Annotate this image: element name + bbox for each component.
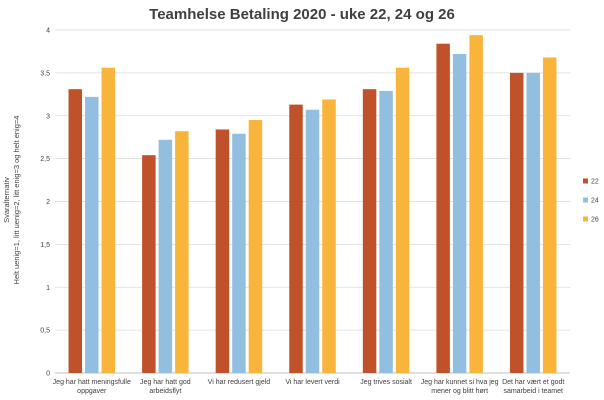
- x-category-label: Jeg har kunnet si hva jeg: [421, 379, 499, 386]
- y-tick-label: 0: [46, 371, 50, 378]
- y-tick-label: 2: [46, 199, 50, 206]
- x-category-label: Det har vært et godt: [502, 379, 564, 386]
- legend-swatch-24: [583, 197, 588, 203]
- legend-label-22: 22: [591, 179, 599, 186]
- x-category-label: mener og blitt hørt: [431, 388, 488, 395]
- bar-24-5: [452, 54, 467, 373]
- x-category-label: arbeidsflyt: [149, 388, 181, 395]
- x-category-label: Vi har levert verdi: [285, 379, 340, 386]
- bar-26-0: [101, 67, 116, 373]
- bar-26-6: [542, 57, 557, 373]
- x-category-label: Jeg trives sosialt: [360, 379, 412, 386]
- bar-24-3: [305, 109, 320, 373]
- bar-26-3: [322, 99, 336, 374]
- bar-22-5: [436, 43, 450, 373]
- bars: [68, 35, 557, 374]
- bar-26-1: [175, 131, 189, 373]
- bar-26-2: [248, 120, 263, 373]
- bar-22-2: [215, 129, 230, 373]
- y-tick-label: 0,5: [40, 328, 50, 335]
- bar-26-5: [469, 35, 483, 374]
- bar-24-2: [232, 133, 246, 373]
- bar-22-3: [289, 104, 303, 373]
- bar-24-6: [526, 72, 540, 373]
- legend-label-26: 26: [591, 217, 599, 224]
- y-tick-label: 1: [46, 285, 50, 292]
- y-tick-label: 2,5: [40, 156, 50, 163]
- bar-24-0: [85, 96, 99, 373]
- x-category-label: Vi har redusert gjeld: [208, 379, 271, 386]
- x-category-label: oppgaver: [77, 388, 107, 395]
- legend-swatch-22: [583, 178, 588, 184]
- x-category-label: Jeg har hatt god: [140, 379, 191, 386]
- y-axis-label: Svaralternativ Helt uenig=1, litt uenig=2…: [2, 116, 21, 285]
- bar-22-6: [509, 72, 524, 373]
- y-tick-label: 3: [46, 113, 50, 120]
- bar-26-4: [395, 67, 410, 373]
- x-axis-categories: Jeg har hatt meningsfulle oppgaver Jeg har…: [53, 379, 565, 395]
- bar-22-1: [142, 155, 156, 373]
- legend: 22 24 26: [583, 178, 599, 224]
- legend-label-24: 24: [591, 198, 599, 205]
- bar-22-0: [68, 89, 83, 373]
- y-tick-label: 1,5: [40, 242, 50, 249]
- x-category-label: samarbeid i teamet: [503, 388, 563, 395]
- bar-22-4: [362, 89, 377, 373]
- y-tick-label: 4: [46, 28, 50, 35]
- bar-24-4: [379, 90, 393, 373]
- y-axis-label-line: Svaralternativ: [2, 177, 11, 223]
- y-axis-ticks: 0 0,5 1 1,5 2 2,5 3 3,5 4: [40, 28, 50, 378]
- chart-title: Teamhelse Betaling 2020 - uke 22, 24 og …: [149, 6, 455, 23]
- bar-24-1: [158, 139, 173, 373]
- y-axis-label-line: Helt uenig=1, litt uenig=2, litt enig=3 …: [12, 116, 21, 285]
- legend-swatch-26: [583, 216, 588, 222]
- y-tick-label: 3,5: [40, 70, 50, 77]
- x-category-label: Jeg har hatt meningsfulle: [53, 379, 131, 386]
